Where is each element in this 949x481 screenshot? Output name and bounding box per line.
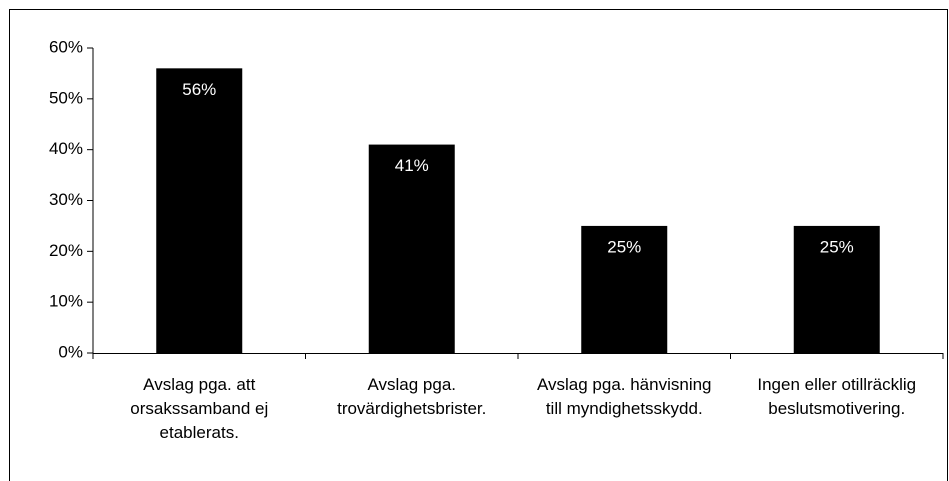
y-tick-label: 0% [58,342,83,361]
bar [793,225,880,353]
bar [156,68,243,353]
y-tick-label: 40% [49,139,83,158]
x-tick-label: Avslag pga. att orsakssamband ej etabler… [130,375,269,442]
value-label: 41% [395,156,429,175]
y-tick-label: 20% [49,241,83,260]
y-tick-label: 10% [49,292,83,311]
bar [581,225,668,353]
x-tick-label: Avslag pga. trovärdighetsbrister. [337,375,487,418]
y-tick-label: 60% [49,37,83,56]
value-label: 56% [182,80,216,99]
y-tick-label: 50% [49,88,83,107]
value-label: 25% [820,237,854,256]
y-tick-label: 30% [49,190,83,209]
x-tick-label: Ingen eller otillräcklig beslutsmotiveri… [757,375,917,418]
x-tick-label: Avslag pga. hänvisning till myndighetssk… [536,375,712,418]
value-label: 25% [607,237,641,256]
bar [368,144,455,353]
frame [9,9,948,481]
